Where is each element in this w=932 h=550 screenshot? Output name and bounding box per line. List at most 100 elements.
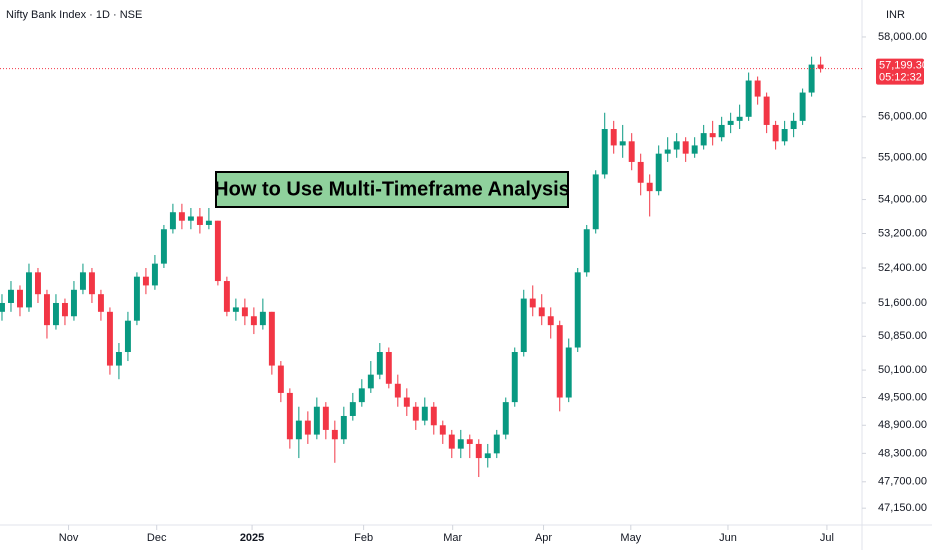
candle-body xyxy=(259,311,266,326)
x-tick-label: Mar xyxy=(443,532,462,544)
candle-body xyxy=(151,263,158,286)
candle-body xyxy=(25,272,32,308)
y-tick-label: 52,400.00 xyxy=(878,262,927,274)
y-tick-label: 47,700.00 xyxy=(878,476,927,488)
candle-body xyxy=(349,402,356,416)
candle-body xyxy=(196,216,203,225)
candle-body xyxy=(529,298,536,308)
candle-body xyxy=(763,96,770,125)
candle-body xyxy=(655,153,662,192)
current-price-label: 57,199.30 xyxy=(879,59,928,71)
candle-body xyxy=(106,311,113,366)
candle-body xyxy=(322,406,329,430)
candle-body xyxy=(61,302,68,317)
candle-body xyxy=(79,272,86,290)
candle-body xyxy=(727,120,734,125)
candle-body xyxy=(592,174,599,230)
candle-body xyxy=(646,182,653,192)
annotation-text: How to Use Multi-Timeframe Analysis xyxy=(214,178,570,200)
candle-body xyxy=(457,439,464,449)
candle-body xyxy=(97,294,104,312)
candle-body xyxy=(718,124,725,138)
x-tick-label: Nov xyxy=(59,532,79,544)
y-tick-label: 55,000.00 xyxy=(878,152,927,164)
candle-body xyxy=(547,316,554,326)
candle-body xyxy=(340,415,347,440)
candle-body xyxy=(34,272,41,295)
candle-body xyxy=(304,420,311,435)
candle-body xyxy=(124,320,131,353)
y-tick-label: 54,000.00 xyxy=(878,193,927,205)
candle-body xyxy=(502,402,509,435)
candle-body xyxy=(0,302,5,312)
candle-body xyxy=(331,429,338,440)
candle-body xyxy=(268,311,275,366)
candle-body xyxy=(475,443,482,459)
candle-body xyxy=(430,406,437,426)
candle-body xyxy=(682,141,689,154)
candle-body xyxy=(520,298,527,353)
candle-body xyxy=(142,276,149,286)
candle-body xyxy=(799,92,806,121)
candle-body xyxy=(637,161,644,183)
candle-body xyxy=(160,229,167,264)
candle-body xyxy=(790,120,797,130)
x-tick-label: Apr xyxy=(535,532,552,544)
candle-body xyxy=(412,406,419,421)
candle-body xyxy=(358,388,365,403)
candle-body xyxy=(88,272,95,295)
y-tick-label: 48,300.00 xyxy=(878,447,927,459)
x-tick-label: Jun xyxy=(719,532,737,544)
candle-body xyxy=(241,307,248,317)
candle-body xyxy=(583,229,590,273)
candle-body xyxy=(403,397,410,407)
currency-label: INR xyxy=(886,9,905,21)
candle-body xyxy=(556,325,563,398)
x-tick-label: 2025 xyxy=(240,532,264,544)
y-tick-label: 50,850.00 xyxy=(878,330,927,342)
candle-body xyxy=(394,383,401,398)
candle-body xyxy=(565,347,572,398)
candle-body xyxy=(376,352,383,375)
y-tick-label: 51,600.00 xyxy=(878,297,927,309)
candle-body xyxy=(754,80,761,97)
candle-body xyxy=(232,307,239,312)
candle-body xyxy=(250,316,257,326)
candle-body xyxy=(8,289,14,303)
candle-body xyxy=(277,365,284,393)
candle-body xyxy=(691,145,698,154)
candle-body xyxy=(70,289,77,317)
candle-body xyxy=(178,212,185,221)
candle-body xyxy=(538,307,545,317)
candle-body xyxy=(745,80,752,117)
candle-body xyxy=(610,129,617,146)
candle-body xyxy=(466,439,473,444)
candle-body xyxy=(367,374,374,389)
candle-body xyxy=(295,420,302,440)
current-price-box xyxy=(876,58,924,85)
x-tick-label: Feb xyxy=(354,532,373,544)
candle-body xyxy=(673,141,680,150)
candle-body xyxy=(808,64,815,93)
candle-body xyxy=(115,352,122,366)
candle-body xyxy=(511,352,518,403)
candle-body xyxy=(574,272,581,348)
annotation-box xyxy=(215,171,569,208)
candle-body xyxy=(313,406,320,435)
candle-body xyxy=(385,352,392,384)
y-tick-label: 48,900.00 xyxy=(878,419,927,431)
candle-body xyxy=(421,406,428,421)
candle-body xyxy=(664,149,671,154)
candle-body xyxy=(43,294,50,326)
y-tick-label: 49,500.00 xyxy=(878,391,927,403)
candle-body xyxy=(187,216,194,221)
candle-body xyxy=(484,453,491,459)
candle-body xyxy=(448,434,455,449)
candle-body xyxy=(205,220,212,225)
y-tick-label: 47,150.00 xyxy=(878,502,927,514)
candle-body xyxy=(772,124,779,142)
candle-body xyxy=(214,220,221,282)
candle-body xyxy=(52,302,59,326)
